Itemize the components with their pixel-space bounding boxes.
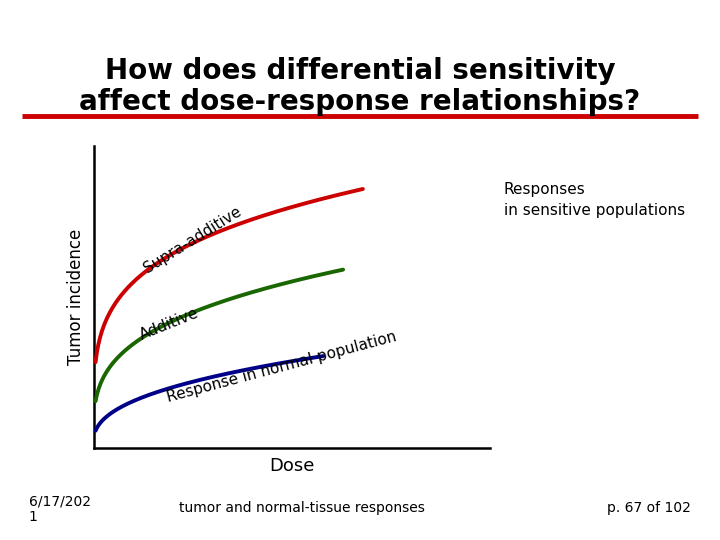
Text: How does differential sensitivity
affect dose-response relationships?: How does differential sensitivity affect… [79,57,641,116]
Y-axis label: Tumor incidence: Tumor incidence [67,229,85,365]
Text: Responses
in sensitive populations: Responses in sensitive populations [504,182,685,218]
X-axis label: Dose: Dose [269,456,315,475]
Text: Response in normal population: Response in normal population [165,329,398,405]
Text: Supra-additive: Supra-additive [141,204,244,276]
Text: Additive: Additive [138,306,201,343]
Text: tumor and normal-tissue responses: tumor and normal-tissue responses [179,501,426,515]
Text: 6/17/202
1: 6/17/202 1 [29,494,91,524]
Text: p. 67 of 102: p. 67 of 102 [608,501,691,515]
